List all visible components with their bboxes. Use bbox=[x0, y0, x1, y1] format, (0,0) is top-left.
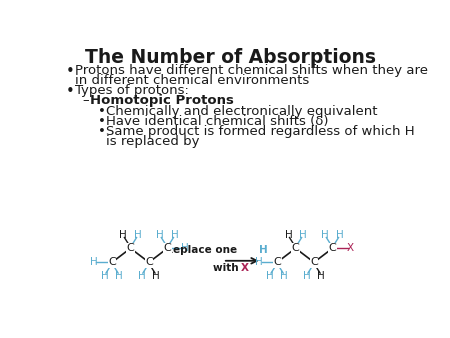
Text: The Number of Absorptions: The Number of Absorptions bbox=[85, 48, 376, 67]
Text: •: • bbox=[98, 105, 106, 118]
Text: C: C bbox=[310, 257, 318, 267]
Text: Chemically and electronically equivalent: Chemically and electronically equivalent bbox=[106, 105, 378, 118]
Text: C: C bbox=[163, 243, 171, 253]
Text: H: H bbox=[101, 271, 109, 281]
Text: is replaced by: is replaced by bbox=[106, 135, 199, 148]
Text: with: with bbox=[213, 263, 242, 273]
Text: H: H bbox=[171, 230, 178, 240]
Text: H: H bbox=[259, 245, 268, 255]
Text: Replace one: Replace one bbox=[165, 245, 241, 255]
Text: C: C bbox=[328, 243, 336, 253]
Text: H: H bbox=[266, 271, 274, 281]
Text: X: X bbox=[346, 243, 354, 253]
Text: Same product is formed regardless of which H: Same product is formed regardless of whi… bbox=[106, 125, 414, 138]
Text: Homotopic Protons: Homotopic Protons bbox=[90, 94, 234, 107]
Text: H: H bbox=[156, 230, 164, 240]
Text: in different chemical environments: in different chemical environments bbox=[75, 74, 309, 87]
Text: •: • bbox=[66, 64, 74, 79]
Text: Protons have different chemical shifts when they are: Protons have different chemical shifts w… bbox=[75, 64, 428, 77]
Text: H: H bbox=[336, 230, 343, 240]
Text: •: • bbox=[66, 84, 74, 99]
Text: H: H bbox=[138, 271, 146, 281]
Text: H: H bbox=[134, 230, 142, 240]
Text: H: H bbox=[280, 271, 288, 281]
Text: C: C bbox=[108, 257, 116, 267]
Text: H: H bbox=[284, 230, 292, 240]
Text: C: C bbox=[292, 243, 299, 253]
Text: H: H bbox=[119, 230, 127, 240]
Text: H: H bbox=[321, 230, 329, 240]
Text: H: H bbox=[299, 230, 306, 240]
Text: C: C bbox=[126, 243, 135, 253]
Text: –: – bbox=[83, 94, 94, 107]
Text: H: H bbox=[256, 257, 263, 267]
Text: Types of protons:: Types of protons: bbox=[75, 84, 189, 97]
Text: C: C bbox=[145, 257, 153, 267]
Text: H: H bbox=[90, 257, 98, 267]
Text: C: C bbox=[273, 257, 281, 267]
Text: X: X bbox=[240, 263, 248, 273]
Text: H: H bbox=[115, 271, 123, 281]
Text: H: H bbox=[317, 271, 325, 281]
Text: Have identical chemical shifts (δ): Have identical chemical shifts (δ) bbox=[106, 115, 328, 128]
Text: H: H bbox=[152, 271, 160, 281]
Text: H: H bbox=[181, 243, 189, 253]
Text: H: H bbox=[303, 271, 311, 281]
Text: •: • bbox=[98, 125, 106, 138]
Text: •: • bbox=[98, 115, 106, 128]
